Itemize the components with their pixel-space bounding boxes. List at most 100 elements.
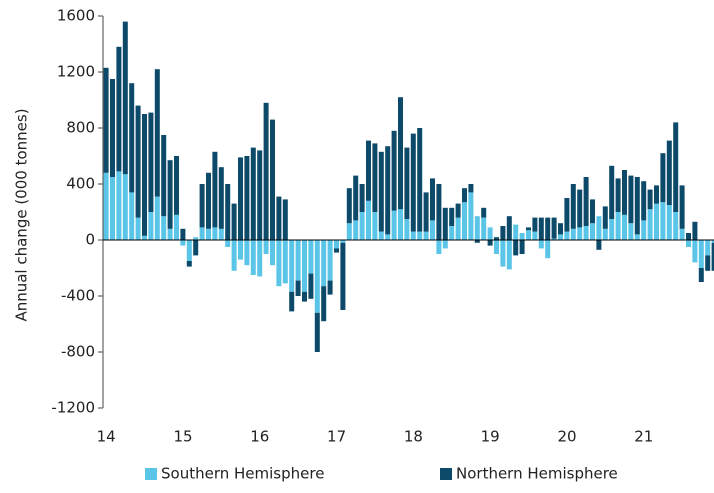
bar xyxy=(647,189,653,210)
bar xyxy=(532,217,538,232)
bar xyxy=(602,206,608,229)
bar xyxy=(506,240,512,270)
bar xyxy=(225,184,231,240)
bar xyxy=(276,240,282,287)
x-tick-label: 14 xyxy=(97,428,116,446)
bar xyxy=(103,172,109,240)
bar xyxy=(666,205,672,240)
bar xyxy=(436,240,442,254)
bar xyxy=(609,219,615,240)
bar xyxy=(398,209,403,240)
bar xyxy=(500,240,506,267)
bar xyxy=(570,228,576,240)
bar xyxy=(340,240,346,243)
bar xyxy=(116,46,122,172)
bar xyxy=(686,233,691,240)
bar xyxy=(244,240,250,266)
bar xyxy=(372,212,378,240)
bar xyxy=(519,240,525,254)
bar xyxy=(122,21,128,175)
bar xyxy=(462,202,467,240)
bar xyxy=(257,150,263,240)
bar xyxy=(167,228,173,240)
bar xyxy=(378,151,384,232)
bar xyxy=(167,160,173,229)
bar xyxy=(487,240,493,246)
bar xyxy=(513,240,519,256)
bar xyxy=(250,147,256,240)
bar xyxy=(372,143,378,212)
bar xyxy=(302,240,307,292)
bar xyxy=(590,223,595,240)
x-tick-label: 20 xyxy=(557,428,576,446)
bar xyxy=(289,240,295,292)
bar xyxy=(391,130,397,211)
bar xyxy=(705,240,711,256)
bar xyxy=(519,233,525,240)
bar xyxy=(225,240,231,247)
y-tick-label: 400 xyxy=(66,175,95,193)
y-tick-label: 1200 xyxy=(57,63,95,81)
bar xyxy=(193,240,199,256)
bar xyxy=(577,227,583,240)
bar xyxy=(538,217,544,240)
bar xyxy=(116,171,122,240)
bar xyxy=(193,237,199,240)
bar xyxy=(186,261,192,267)
bar xyxy=(154,69,160,197)
bar xyxy=(615,178,621,212)
bar xyxy=(468,192,474,240)
bar xyxy=(698,240,704,268)
bar xyxy=(218,167,224,229)
bar xyxy=(346,188,352,224)
bar xyxy=(602,228,608,240)
bar xyxy=(628,175,634,224)
bar xyxy=(174,214,179,240)
y-axis-title: Annual change (000 tonnes) xyxy=(13,108,31,321)
x-tick-label: 19 xyxy=(481,428,500,446)
bar xyxy=(327,280,333,295)
bar xyxy=(334,248,339,253)
bar xyxy=(257,240,263,277)
bar xyxy=(660,202,666,240)
x-tick-label: 18 xyxy=(404,428,423,446)
bar xyxy=(462,188,467,203)
bar xyxy=(494,240,499,254)
bar xyxy=(308,240,314,274)
bar xyxy=(442,207,448,240)
y-tick-label: -1200 xyxy=(51,399,95,417)
bar xyxy=(558,223,563,235)
bar xyxy=(148,212,154,240)
bar xyxy=(110,177,115,240)
bar xyxy=(161,135,167,217)
bar xyxy=(628,223,634,240)
bar xyxy=(110,79,115,177)
bar xyxy=(679,228,685,240)
bar xyxy=(506,216,512,240)
bar xyxy=(449,207,455,226)
bar xyxy=(500,226,506,240)
bar xyxy=(404,147,410,219)
bar xyxy=(385,234,391,240)
bar xyxy=(103,67,109,173)
legend-swatch xyxy=(440,468,452,480)
bar xyxy=(295,280,301,296)
bar xyxy=(417,231,423,240)
bar xyxy=(366,200,371,240)
bar xyxy=(641,181,647,221)
bar xyxy=(538,240,544,249)
bar xyxy=(282,199,288,240)
bar xyxy=(423,192,429,232)
bar xyxy=(455,203,461,218)
bar xyxy=(276,196,282,240)
bar xyxy=(487,227,493,240)
bar xyxy=(634,177,640,235)
bar xyxy=(423,231,429,240)
bar xyxy=(206,172,211,229)
bar xyxy=(308,273,314,299)
bar xyxy=(398,97,403,210)
y-tick-label: -800 xyxy=(61,343,95,361)
bar xyxy=(481,207,487,218)
bar xyxy=(238,157,243,240)
